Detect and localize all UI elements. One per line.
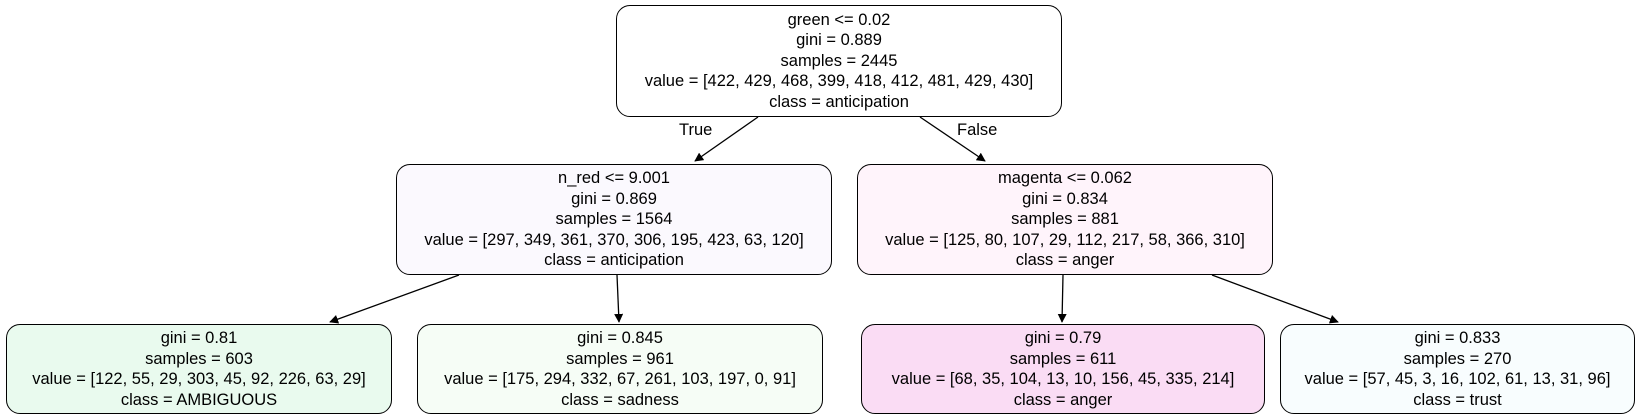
node-samples: samples = 961 bbox=[566, 349, 674, 368]
node-samples: samples = 2445 bbox=[780, 51, 898, 70]
node-class: class = anger bbox=[1013, 390, 1113, 409]
tree-leaf-sadness: gini = 0.845 samples = 961 value = [175,… bbox=[417, 324, 823, 414]
node-split: n_red <= 9.001 bbox=[558, 169, 670, 188]
node-gini: gini = 0.845 bbox=[577, 329, 663, 347]
node-class: class = anger bbox=[1015, 251, 1115, 270]
node-samples: samples = 603 bbox=[145, 349, 253, 368]
node-class: class = anticipation bbox=[769, 92, 909, 111]
node-value: value = [125, 80, 107, 29, 112, 217, 58,… bbox=[885, 230, 1245, 249]
edge-left-leaf2 bbox=[614, 274, 624, 323]
node-gini: gini = 0.834 bbox=[1022, 189, 1108, 208]
tree-node-right: magenta <= 0.062 gini = 0.834 samples = … bbox=[857, 164, 1273, 275]
node-class: class = anticipation bbox=[544, 251, 684, 270]
node-value: value = [57, 45, 3, 16, 102, 61, 13, 31,… bbox=[1304, 370, 1611, 388]
node-gini: gini = 0.889 bbox=[796, 31, 882, 50]
node-value: value = [297, 349, 361, 370, 306, 195, 4… bbox=[424, 230, 804, 249]
node-gini: gini = 0.79 bbox=[1024, 329, 1102, 347]
tree-node-left: n_red <= 9.001 gini = 0.869 samples = 15… bbox=[396, 164, 832, 275]
edge-right-leaf3 bbox=[1057, 274, 1067, 323]
edge-label-true: True bbox=[679, 121, 713, 139]
node-value: value = [422, 429, 468, 399, 418, 412, 4… bbox=[644, 72, 1034, 91]
tree-leaf-anger: gini = 0.79 samples = 611 value = [68, 3… bbox=[861, 324, 1265, 414]
edge-right-leaf4 bbox=[1211, 274, 1339, 324]
node-gini: gini = 0.81 bbox=[160, 329, 238, 347]
tree-leaf-trust: gini = 0.833 samples = 270 value = [57, … bbox=[1280, 324, 1635, 414]
node-value: value = [68, 35, 104, 13, 10, 156, 45, 3… bbox=[891, 370, 1235, 388]
edge-root-right bbox=[919, 116, 986, 162]
node-class: class = sadness bbox=[561, 390, 679, 409]
node-class: class = trust bbox=[1413, 390, 1502, 409]
node-split: green <= 0.02 bbox=[787, 10, 891, 29]
node-class: class = AMBIGUOUS bbox=[120, 390, 278, 409]
tree-leaf-ambiguous: gini = 0.81 samples = 603 value = [122, … bbox=[6, 324, 392, 414]
node-value: value = [122, 55, 29, 303, 45, 92, 226, … bbox=[32, 370, 366, 388]
node-gini: gini = 0.869 bbox=[571, 189, 657, 208]
edge-left-leaf1 bbox=[329, 274, 460, 324]
tree-node-root: green <= 0.02 gini = 0.889 samples = 244… bbox=[616, 5, 1062, 117]
edge-root-left bbox=[694, 116, 759, 162]
node-samples: samples = 1564 bbox=[555, 210, 673, 229]
edge-label-false: False bbox=[957, 121, 998, 139]
node-split: magenta <= 0.062 bbox=[998, 169, 1132, 188]
node-samples: samples = 881 bbox=[1011, 210, 1119, 229]
node-gini: gini = 0.833 bbox=[1414, 329, 1501, 347]
node-samples: samples = 270 bbox=[1403, 349, 1512, 368]
node-value: value = [175, 294, 332, 67, 261, 103, 19… bbox=[444, 370, 796, 388]
node-samples: samples = 611 bbox=[1009, 349, 1117, 368]
